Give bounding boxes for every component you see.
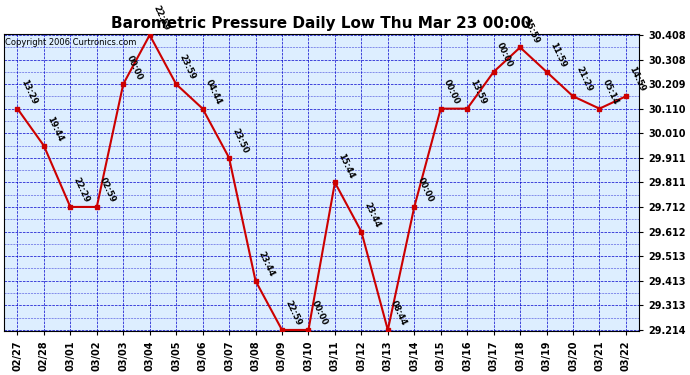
Text: 00:00: 00:00: [310, 300, 329, 327]
Text: 19:44: 19:44: [46, 115, 65, 143]
Text: 00:00: 00:00: [442, 78, 462, 106]
Text: 13:59: 13:59: [469, 78, 488, 106]
Text: 23:44: 23:44: [363, 201, 382, 229]
Text: 13:29: 13:29: [19, 78, 38, 106]
Text: 21:29: 21:29: [574, 66, 594, 93]
Text: 00:00: 00:00: [495, 41, 514, 69]
Text: 00:00: 00:00: [125, 54, 144, 81]
Text: 02:59: 02:59: [98, 176, 117, 204]
Text: 23:50: 23:50: [230, 127, 250, 155]
Text: 04:44: 04:44: [204, 78, 224, 106]
Text: 05:14: 05:14: [601, 78, 620, 106]
Text: 23:59: 23:59: [177, 54, 197, 81]
Text: 22:59: 22:59: [284, 299, 303, 327]
Text: Copyright 2006 Curtronics.com: Copyright 2006 Curtronics.com: [6, 38, 137, 47]
Text: 00:00: 00:00: [415, 177, 435, 204]
Text: 15:44: 15:44: [336, 152, 356, 180]
Title: Barometric Pressure Daily Low Thu Mar 23 00:00: Barometric Pressure Daily Low Thu Mar 23…: [112, 16, 532, 31]
Text: 08:44: 08:44: [389, 299, 408, 327]
Text: 22:59: 22:59: [151, 4, 170, 32]
Text: 11:59: 11:59: [548, 41, 567, 69]
Text: 22:29: 22:29: [72, 176, 91, 204]
Text: 15:59: 15:59: [522, 16, 541, 45]
Text: 23:44: 23:44: [257, 250, 277, 278]
Text: 14:59: 14:59: [627, 66, 647, 93]
